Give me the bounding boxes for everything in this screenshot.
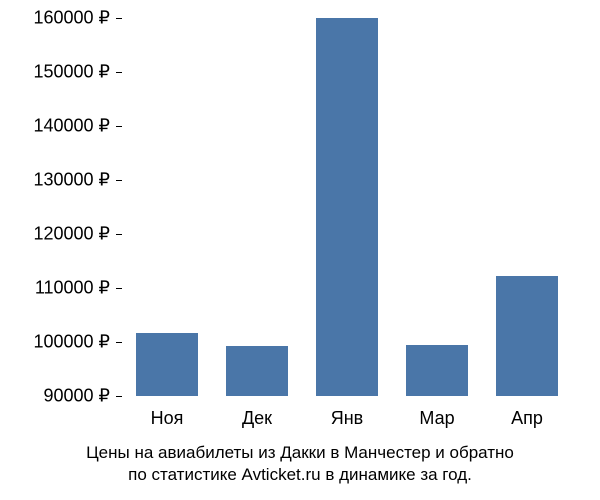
y-axis-label: 90000 ₽ — [43, 386, 110, 407]
y-axis-label: 120000 ₽ — [33, 224, 110, 245]
x-axis-label: Ноя — [151, 408, 184, 429]
y-axis-label: 160000 ₽ — [33, 8, 110, 29]
y-axis-label: 130000 ₽ — [33, 170, 110, 191]
x-axis-label: Дек — [242, 408, 272, 429]
caption-line: Цены на авиабилеты из Дакки в Манчестер … — [0, 442, 600, 464]
y-tick — [116, 126, 122, 127]
bar — [496, 276, 557, 396]
y-axis-label: 110000 ₽ — [35, 278, 110, 299]
x-axis-label: Апр — [511, 408, 543, 429]
y-tick — [116, 342, 122, 343]
y-axis-label: 140000 ₽ — [33, 116, 110, 137]
bar — [406, 345, 467, 396]
caption-line: по статистике Avticket.ru в динамике за … — [0, 464, 600, 486]
bar — [316, 18, 377, 396]
y-tick — [116, 288, 122, 289]
y-tick — [116, 234, 122, 235]
x-axis-label: Янв — [331, 408, 364, 429]
y-tick — [116, 72, 122, 73]
bar — [136, 333, 197, 396]
chart-caption: Цены на авиабилеты из Дакки в Манчестер … — [0, 442, 600, 486]
x-axis-label: Мар — [419, 408, 454, 429]
bar — [226, 346, 287, 396]
y-axis-label: 150000 ₽ — [33, 62, 110, 83]
price-bar-chart: Цены на авиабилеты из Дакки в Манчестер … — [0, 0, 600, 500]
y-tick — [116, 18, 122, 19]
y-tick — [116, 396, 122, 397]
y-axis-label: 100000 ₽ — [33, 332, 110, 353]
y-tick — [116, 180, 122, 181]
plot-area — [122, 18, 572, 396]
